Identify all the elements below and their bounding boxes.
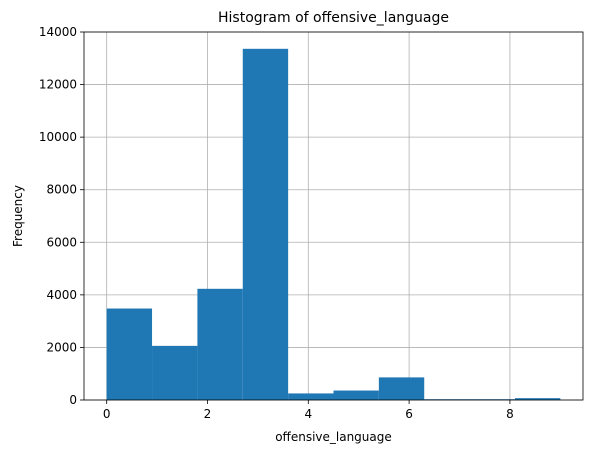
y-tick-label: 2000: [46, 340, 77, 354]
x-tick-label: 4: [304, 407, 312, 421]
grid-lines: [84, 31, 583, 401]
y-tick-label: 12000: [39, 78, 77, 92]
x-tick-label: 0: [103, 407, 111, 421]
histogram-bar: [378, 377, 425, 400]
y-tick-label: 14000: [39, 25, 77, 39]
histogram-bar: [288, 393, 334, 400]
x-tick-label: 6: [405, 407, 413, 421]
y-axis-label: Frequency: [11, 185, 25, 247]
y-axis-ticks: 0 2000 4000 6000 8000 10000 12000 14000: [39, 25, 84, 407]
y-tick-label: 10000: [39, 130, 77, 144]
histogram-bar: [514, 398, 561, 400]
histogram-bars: [106, 48, 561, 401]
y-tick-label: 4000: [46, 288, 77, 302]
x-tick-label: 2: [204, 407, 212, 421]
histogram-bar: [197, 288, 243, 400]
histogram-bar: [152, 345, 198, 400]
x-tick-label: 8: [506, 407, 514, 421]
plot-frame: [83, 31, 584, 401]
histogram-bar: [242, 48, 289, 401]
y-tick-label: 8000: [46, 183, 77, 197]
histogram-bar: [106, 308, 153, 400]
y-tick-label: 6000: [46, 235, 77, 249]
x-axis-label: offensive_language: [275, 430, 392, 444]
histogram-bar: [333, 390, 379, 400]
y-tick-label: 0: [69, 393, 77, 407]
x-axis-ticks: 0 2 4 6 8: [103, 400, 514, 421]
chart-title: Histogram of offensive_language: [218, 10, 449, 26]
